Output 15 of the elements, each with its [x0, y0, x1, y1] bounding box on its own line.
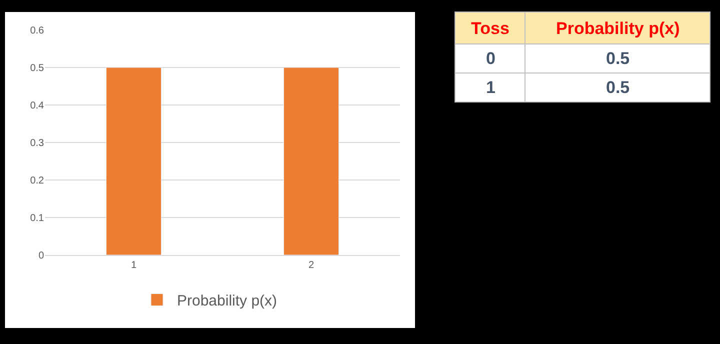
- data-label: 0.5: [606, 78, 630, 97]
- y-tick-label: 0.6: [30, 26, 44, 36]
- x-tick-label: 2: [308, 260, 314, 271]
- y-tick-label: 0.3: [30, 138, 44, 149]
- text: Probability p(x): [556, 19, 680, 38]
- category-label: 0: [486, 49, 496, 68]
- y-tick-label: 0.5: [30, 63, 44, 74]
- text: Toss: [471, 19, 510, 38]
- y-tick-label: 0: [38, 250, 44, 262]
- legend-label: Probability p(x): [177, 292, 278, 310]
- category-label: 1: [486, 78, 496, 97]
- data-label: 0.5: [606, 49, 630, 68]
- y-tick-label: 0.4: [30, 100, 44, 112]
- y-tick-label: 0.2: [30, 176, 44, 186]
- y-tick-label: 0.1: [30, 213, 44, 224]
